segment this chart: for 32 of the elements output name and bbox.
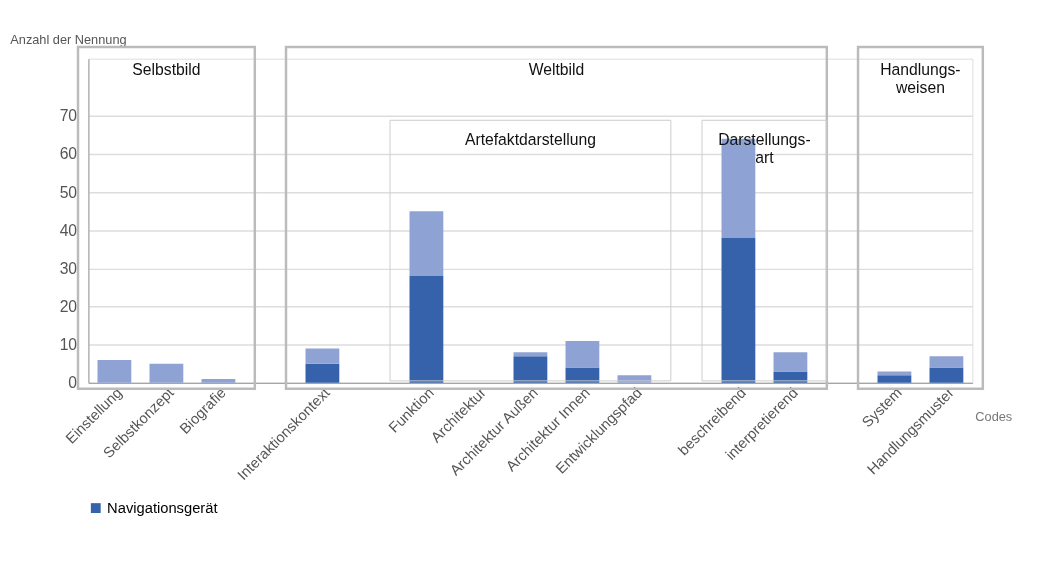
y-axis-title: Anzahl der Nennung (10, 32, 127, 48)
annotation: Selbstbild (132, 61, 201, 79)
bar (513, 356, 548, 383)
bar (305, 348, 340, 364)
annotation: Darstellungs- art (718, 130, 811, 166)
y-tick-label: 20 (59, 297, 78, 315)
y-tick-label: 40 (59, 221, 78, 239)
bar (409, 211, 444, 277)
bar (201, 379, 236, 383)
y-tick-label: 10 (59, 336, 78, 354)
x-axis-title: Codes (975, 408, 1013, 424)
bar (305, 363, 340, 383)
bar (97, 359, 132, 383)
bar (877, 375, 912, 383)
bar (773, 352, 808, 372)
bar (409, 276, 444, 383)
y-tick-label: 30 (59, 259, 78, 277)
y-tick-label: 60 (59, 145, 78, 163)
y-tick-label: 0 (68, 374, 78, 392)
bar (877, 371, 912, 376)
bar (721, 237, 756, 383)
bar (565, 340, 600, 368)
y-tick-label: 70 (59, 107, 78, 125)
legend-label: Navigationsgerät (107, 499, 218, 516)
bar (929, 356, 964, 368)
bar (513, 352, 548, 357)
annotation: Weltbild (528, 61, 585, 79)
bar (929, 367, 964, 383)
annotation: Handlungs- weisen (880, 61, 961, 97)
bar (149, 363, 184, 383)
y-tick-label: 50 (59, 183, 78, 201)
annotation: Artefaktdarstellung (464, 130, 596, 148)
